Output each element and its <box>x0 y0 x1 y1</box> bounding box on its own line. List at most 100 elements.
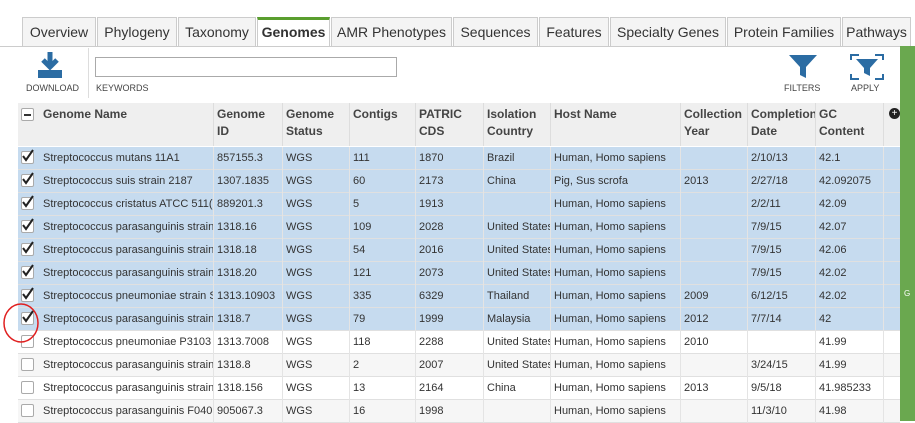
table-cell: 905067.3 <box>214 400 283 423</box>
table-cell: WGS <box>283 308 350 331</box>
side-panel-label: G <box>904 289 911 298</box>
table-cell: 42.1 <box>816 147 884 170</box>
table-cell: 1318.156 <box>214 377 283 400</box>
column-header[interactable]: Host Name <box>551 103 681 146</box>
table-cell: WGS <box>283 262 350 285</box>
table-row[interactable] <box>18 331 900 354</box>
table-row[interactable] <box>18 262 900 285</box>
tab[interactable]: Genomes <box>257 17 330 46</box>
header-checkbox[interactable] <box>21 108 34 121</box>
table-cell: 7/9/15 <box>748 262 816 285</box>
tab[interactable]: Sequences <box>453 17 538 46</box>
table-cell: Streptococcus parasanguinis strain <box>40 354 214 377</box>
table-cell: Human, Homo sapiens <box>551 216 681 239</box>
table-row[interactable] <box>18 354 900 377</box>
table-row[interactable] <box>18 193 900 216</box>
column-header[interactable]: Collection Year <box>681 103 748 146</box>
row-checkbox[interactable] <box>21 172 34 187</box>
table-cell: Streptococcus cristatus ATCC 511( <box>40 193 214 216</box>
row-checkbox[interactable] <box>21 195 34 210</box>
row-checkbox[interactable] <box>21 218 34 233</box>
table-cell <box>681 193 748 216</box>
row-checkbox[interactable] <box>21 149 34 164</box>
table-cell: 2/10/13 <box>748 147 816 170</box>
tab[interactable]: Pathways <box>842 17 911 46</box>
table-row[interactable] <box>18 239 900 262</box>
table-row[interactable] <box>18 147 900 170</box>
column-header[interactable]: GC Content <box>816 103 884 146</box>
table-cell: 1318.7 <box>214 308 283 331</box>
row-checkbox[interactable] <box>21 241 34 256</box>
table-cell: WGS <box>283 216 350 239</box>
table-cell: Human, Homo sapiens <box>551 262 681 285</box>
row-checkbox[interactable] <box>21 287 34 302</box>
row-checkbox[interactable] <box>21 381 34 394</box>
column-header[interactable]: Genome Name <box>40 103 214 146</box>
tab[interactable]: Phylogeny <box>97 17 177 46</box>
keywords-label: KEYWORDS <box>96 83 149 93</box>
table-cell: 2164 <box>416 377 484 400</box>
table-cell <box>681 262 748 285</box>
table-cell: 2288 <box>416 331 484 354</box>
apply-label: APPLY <box>851 83 880 93</box>
table-cell: 109 <box>350 216 416 239</box>
column-header[interactable]: Completion Date <box>748 103 816 146</box>
table-row[interactable] <box>18 377 900 400</box>
table-cell: 889201.3 <box>214 193 283 216</box>
row-checkbox[interactable] <box>21 404 34 417</box>
row-checkbox[interactable] <box>21 358 34 371</box>
apply-button[interactable]: APPLY <box>847 52 887 94</box>
add-column[interactable]: + <box>889 108 900 119</box>
column-header[interactable]: Contigs <box>350 103 416 146</box>
table-cell: 857155.3 <box>214 147 283 170</box>
table-cell: WGS <box>283 377 350 400</box>
table-cell: WGS <box>283 354 350 377</box>
keyword-input[interactable] <box>95 57 397 77</box>
table-cell: 1870 <box>416 147 484 170</box>
tab[interactable]: Taxonomy <box>178 17 256 46</box>
table-cell: Streptococcus parasanguinis strain <box>40 377 214 400</box>
tab[interactable]: Overview <box>22 17 96 46</box>
row-checkbox[interactable] <box>21 264 34 279</box>
download-label: DOWNLOAD <box>26 83 80 93</box>
table-cell: Malaysia <box>484 308 551 331</box>
table-cell: 111 <box>350 147 416 170</box>
tab[interactable]: Protein Families <box>727 17 841 46</box>
tab[interactable]: Features <box>539 17 609 46</box>
table-cell <box>681 400 748 423</box>
column-header[interactable]: PATRIC CDS <box>416 103 484 146</box>
table-cell: 9/5/18 <box>748 377 816 400</box>
row-checkbox[interactable] <box>21 310 34 325</box>
table-cell: 1913 <box>416 193 484 216</box>
table-cell: 42 <box>816 308 884 331</box>
table-cell: 2173 <box>416 170 484 193</box>
table-cell: Streptococcus pneumoniae strain S <box>40 285 214 308</box>
table-row[interactable] <box>18 285 900 308</box>
table-cell: Streptococcus suis strain 2187 <box>40 170 214 193</box>
column-header[interactable]: Genome ID <box>214 103 283 146</box>
table-cell <box>681 354 748 377</box>
table-cell <box>681 239 748 262</box>
table-cell: WGS <box>283 331 350 354</box>
column-header[interactable]: Genome Status <box>283 103 350 146</box>
table-cell: Streptococcus parasanguinis F040 <box>40 400 214 423</box>
table-cell: 42.092075 <box>816 170 884 193</box>
table-row[interactable] <box>18 216 900 239</box>
table-cell: 2/27/18 <box>748 170 816 193</box>
table-row[interactable] <box>18 308 900 331</box>
column-header[interactable]: Isolation Country <box>484 103 551 146</box>
tab[interactable]: AMR Phenotypes <box>331 17 452 46</box>
tab[interactable]: Specialty Genes <box>610 17 726 46</box>
table-cell: 42.02 <box>816 262 884 285</box>
filters-button[interactable]: FILTERS <box>783 52 823 94</box>
table-cell: 13 <box>350 377 416 400</box>
side-panel[interactable]: G <box>900 46 915 421</box>
download-button[interactable]: DOWNLOAD <box>22 50 80 95</box>
table-cell: Human, Homo sapiens <box>551 147 681 170</box>
table-row[interactable] <box>18 170 900 193</box>
table-cell: 2 <box>350 354 416 377</box>
table-cell: China <box>484 170 551 193</box>
table-cell: 41.98 <box>816 400 884 423</box>
table-cell: Human, Homo sapiens <box>551 193 681 216</box>
table-cell: 1998 <box>416 400 484 423</box>
